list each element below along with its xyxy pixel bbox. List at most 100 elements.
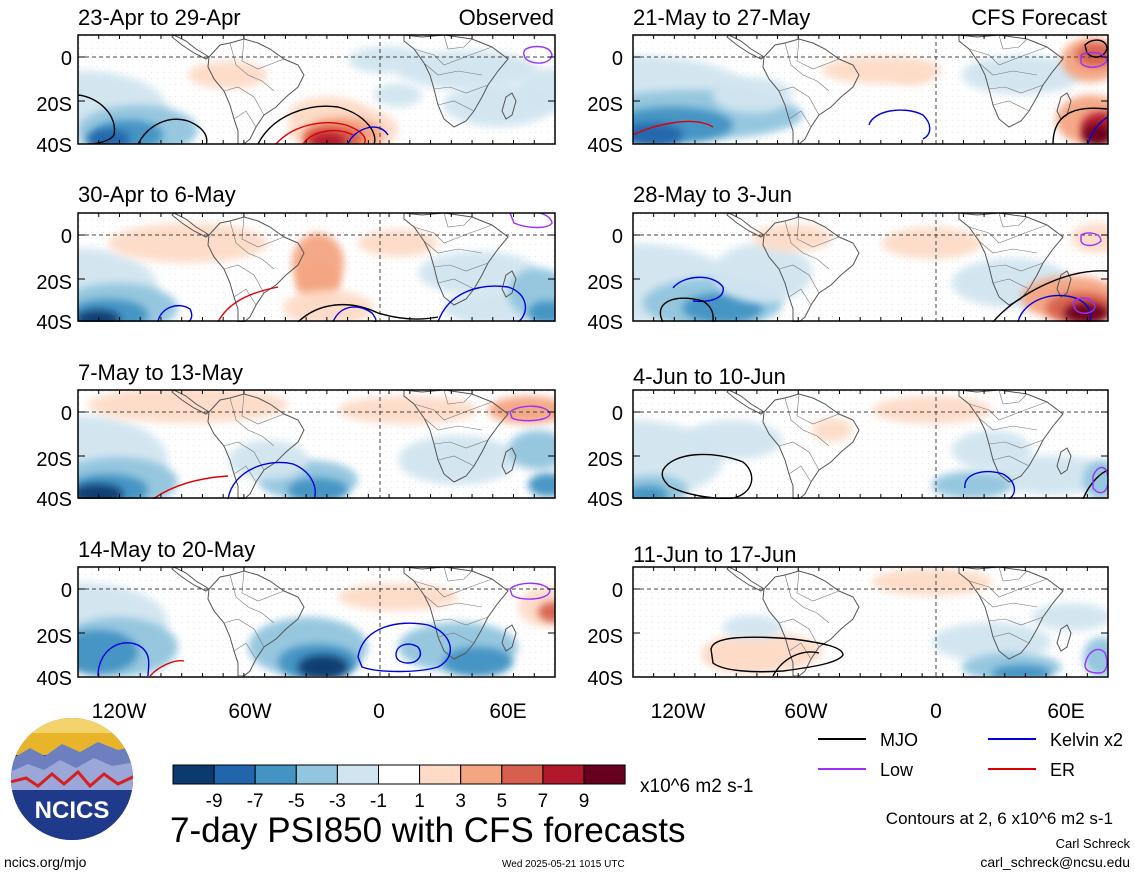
contour-line [523,45,553,64]
colorbar-swatch [583,764,626,785]
contour-line [347,126,389,144]
anomaly-shading [871,568,992,596]
anomaly-shading [1076,43,1108,67]
contour-line [509,405,551,422]
latitude-label: 20S [587,94,623,116]
contour-overlay [97,582,551,676]
panel-tag: Observed [459,5,554,30]
contour-line [275,122,366,144]
coastlines [171,35,517,144]
coastlines [171,213,517,322]
anomaly-shading [188,61,268,89]
map-panel: 28-May to 3-Jun 0 20S 40S [587,182,1109,334]
anomaly-shading [881,227,982,259]
contour-line [227,461,316,499]
contour-line [659,297,714,322]
longitude-label: 60E [489,700,526,723]
anomaly-shading [712,243,813,303]
main-title: 7-day PSI850 with CFS forecasts [170,811,686,850]
map-panel: 11-Jun to 17-Jun 0 20S 40S [587,542,1109,690]
contour-line [633,120,714,136]
anomaly-shading [991,455,1108,495]
anomaly-shading [398,435,518,485]
contour-line [297,303,439,322]
contour-line [78,94,116,144]
anomaly-shading [528,473,555,497]
colorbar-units: x10^6 m2 s-1 [640,776,753,797]
anomaly-shading [78,484,123,499]
latitude-label: 0 [612,403,623,425]
contour-line [437,285,527,322]
anomaly-field [78,223,555,322]
panel-title: 7-May to 13-May [78,360,243,385]
contour-line [1052,107,1108,144]
latitude-label: 40S [36,668,72,690]
longitude-label: 120W [92,700,147,723]
coastlines [726,567,1072,676]
latitude-label: 0 [61,403,72,425]
anomaly-shading [722,615,783,639]
colorbar-swatch [542,764,585,785]
colorbar-label: 7 [538,791,549,812]
contour-line [217,286,279,322]
anomaly-shading [951,430,1032,470]
colorbar-label: -3 [329,791,346,812]
anomaly-field [78,582,555,676]
legend-label: Kelvin x2 [1050,730,1123,750]
colorbar-swatch [501,764,544,785]
colorbar-swatch [213,764,256,785]
latitude-label: 40S [587,135,623,157]
contour-line [1084,39,1108,58]
colorbar: -9 -7 -5 -3 -1 1 3 5 7 9 [172,764,626,812]
colorbar-swatch [295,764,338,785]
contour-line [257,105,376,144]
longitude-label: 60E [1047,700,1084,723]
latitude-label: 40S [587,312,623,334]
source-url: ncics.org/mjo [4,854,87,870]
latitude-label: 20S [36,449,72,471]
coastlines [726,35,1072,144]
colorbar-label: -9 [206,791,223,812]
latitude-label: 0 [612,226,623,248]
logo-text: NCICS [35,797,110,824]
anomaly-shading [682,420,783,460]
colorbar-label: 9 [579,791,590,812]
anomaly-shading [812,418,853,442]
colorbar-label: 3 [455,791,466,812]
latitude-label: 20S [587,449,623,471]
latitude-label: 0 [61,226,72,248]
colorbar-swatch [460,764,503,785]
coastlines [726,390,1072,499]
legend-label: ER [1050,760,1075,780]
anomaly-shading [228,440,308,480]
anomaly-shading [374,83,422,107]
ncics-logo: NCICS [11,718,133,840]
anomaly-shading [538,602,555,622]
anomaly-shading [712,77,793,113]
contour-line [672,276,724,303]
latitude-label: 0 [61,48,72,70]
anomaly-shading [508,430,555,470]
coastlines [726,213,1072,322]
latitude-label: 20S [36,94,72,116]
contour-line [1080,232,1102,247]
anomaly-shading [443,647,513,676]
contour-overlay [710,636,1108,676]
latitude-label: 0 [612,580,623,602]
longitude-label: 0 [373,700,385,723]
longitude-label: 0 [930,700,942,723]
panel-title: 30-Apr to 6-May [78,182,236,207]
panel-frame [77,566,556,678]
panel-title: 4-Jun to 10-Jun [633,364,786,389]
contour-line [149,660,185,676]
contours-note: Contours at 2, 6 x10^6 m2 s-1 [886,809,1113,828]
colorbar-label: -1 [370,791,387,812]
longitude-axis-labels: 120W 60W 0 60E 120W 60W 0 60E [92,700,1085,723]
anomaly-shading [338,396,478,424]
anomaly-shading [1031,603,1108,631]
anomaly-shading [633,123,683,144]
anomaly-shading [418,251,538,295]
colorbar-label: -5 [288,791,305,812]
anomaly-shading [398,50,538,90]
